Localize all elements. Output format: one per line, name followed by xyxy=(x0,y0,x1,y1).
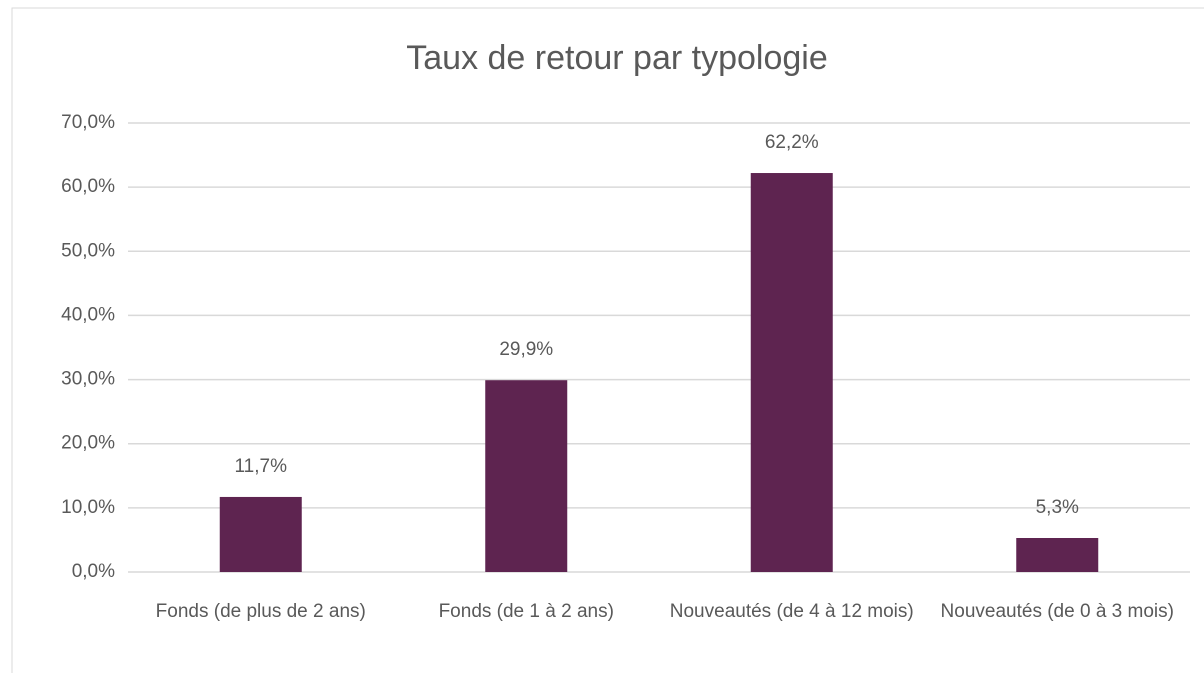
data-label: 11,7% xyxy=(235,456,288,477)
bar xyxy=(219,496,302,572)
x-tick-label: Nouveautés (de 4 à 12 mois) xyxy=(669,601,914,622)
y-tick-label: 60,0% xyxy=(61,176,115,197)
data-label: 62,2% xyxy=(765,132,819,153)
y-tick-label: 20,0% xyxy=(61,433,115,454)
y-tick-label: 30,0% xyxy=(61,369,115,390)
bar xyxy=(485,380,568,572)
chart-title: Taux de retour par typologie xyxy=(406,39,827,77)
data-label: 29,9% xyxy=(499,339,553,360)
y-tick-label: 40,0% xyxy=(61,304,115,325)
bar xyxy=(1016,538,1099,572)
x-tick-label: Fonds (de 1 à 2 ans) xyxy=(438,601,614,622)
chart-frame xyxy=(11,7,1204,673)
y-tick-label: 70,0% xyxy=(61,112,115,133)
y-tick-label: 0,0% xyxy=(72,561,115,582)
y-tick-label: 10,0% xyxy=(61,497,115,518)
y-tick-label: 50,0% xyxy=(61,240,115,261)
x-tick-label: Nouveautés (de 0 à 3 mois) xyxy=(940,601,1174,622)
bar xyxy=(750,173,833,572)
data-label: 5,3% xyxy=(1036,497,1079,518)
x-tick-label: Fonds (de plus de 2 ans) xyxy=(155,601,366,622)
